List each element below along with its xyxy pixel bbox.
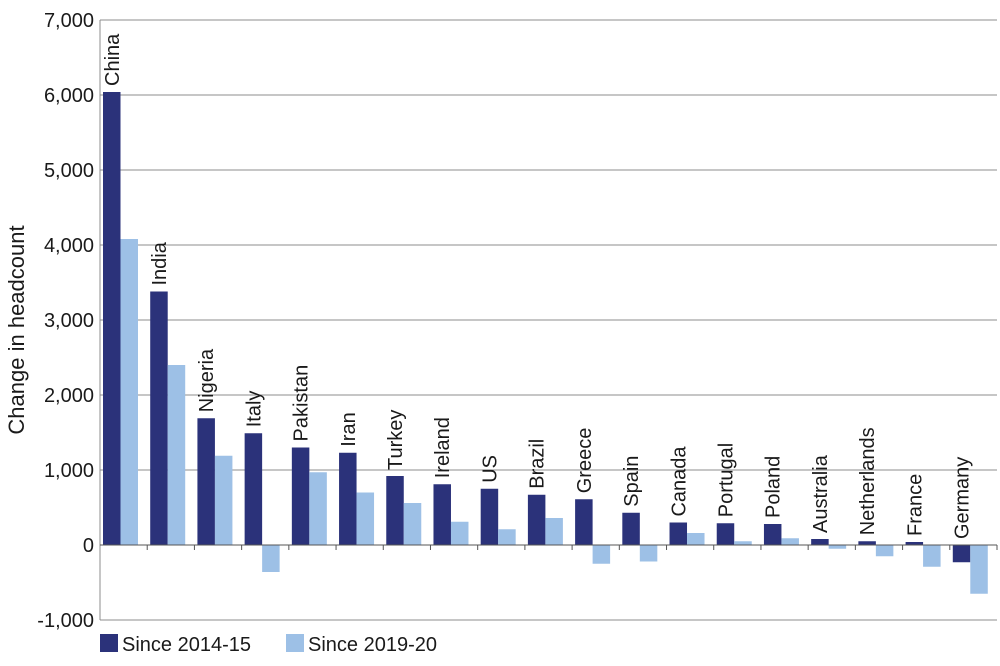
bar-since-2019-20-spain	[639, 545, 658, 562]
bar-since-2019-20-poland	[781, 538, 799, 545]
bar-since-2014-15-us	[480, 488, 499, 545]
category-label: Brazil	[527, 439, 549, 489]
category-label: Greece	[574, 428, 596, 494]
legend-swatch	[286, 634, 304, 652]
category-labels: China India Nigeria Italy Pakistan Iran Turkey…	[102, 33, 974, 539]
category-label: France	[904, 474, 926, 536]
bar-since-2014-15-india	[150, 291, 168, 545]
y-tick-label: 3,000	[44, 310, 94, 332]
legend-label: Since 2014-15	[122, 634, 251, 656]
category-label: Netherlands	[857, 427, 879, 535]
bar-since-2014-15-iran	[339, 452, 357, 545]
bar-since-2019-20-greece	[592, 545, 611, 564]
bar-since-2019-20-netherlands	[875, 545, 894, 557]
y-tick-label: 7,000	[44, 10, 94, 32]
category-label: Italy	[243, 391, 265, 428]
bars	[103, 92, 988, 594]
legend-label: Since 2019-20	[308, 634, 437, 656]
bar-since-2019-20-us	[498, 529, 516, 545]
category-label: India	[149, 241, 171, 285]
bar-since-2019-20-portugal	[734, 541, 752, 545]
category-label: Germany	[952, 457, 974, 539]
bar-since-2014-15-nigeria	[197, 418, 215, 545]
category-label: China	[102, 33, 124, 86]
category-label: Australia	[810, 454, 832, 533]
bar-since-2019-20-australia	[828, 545, 847, 549]
category-label: Pakistan	[291, 365, 313, 442]
bar-since-2019-20-france	[923, 545, 941, 567]
category-label: Ireland	[432, 417, 454, 478]
y-axis-title: Change in headcount	[4, 225, 29, 434]
bar-since-2014-15-turkey	[386, 476, 404, 545]
legend: Since 2014-15 Since 2019-20	[100, 634, 437, 656]
bar-since-2014-15-china	[103, 92, 121, 545]
category-label: Canada	[668, 446, 690, 517]
bar-since-2014-15-australia	[811, 539, 829, 545]
y-tick-label: 2,000	[44, 385, 94, 407]
y-tick-label: 5,000	[44, 160, 94, 182]
category-label: Nigeria	[196, 348, 218, 412]
category-label: Turkey	[385, 410, 407, 470]
bar-since-2019-20-turkey	[403, 503, 422, 545]
bar-since-2014-15-italy	[244, 433, 263, 545]
y-tick-label: 4,000	[44, 235, 94, 257]
bar-since-2014-15-poland	[763, 524, 782, 545]
category-label: Iran	[338, 412, 360, 446]
y-tick-label: 6,000	[44, 85, 94, 107]
y-tick-label: 0	[83, 535, 94, 557]
bar-since-2019-20-germany	[970, 545, 988, 594]
bar-since-2019-20-india	[167, 365, 186, 545]
y-tick-labels: -1,000 0 1,000 2,000 3,000 4,000 5,000 6,000 7,0…	[37, 10, 94, 632]
y-tick-label: 1,000	[44, 460, 94, 482]
bar-since-2019-20-pakistan	[309, 472, 327, 545]
bar-since-2014-15-portugal	[716, 523, 735, 545]
bar-since-2014-15-pakistan	[291, 447, 310, 545]
bar-since-2014-15-greece	[575, 499, 593, 545]
bar-since-2014-15-netherlands	[858, 541, 876, 545]
bar-since-2019-20-iran	[356, 492, 375, 545]
bar-since-2019-20-italy	[262, 545, 280, 572]
bar-since-2014-15-france	[905, 542, 924, 545]
bar-since-2019-20-china	[120, 239, 138, 545]
bar-since-2019-20-ireland	[450, 521, 469, 545]
legend-swatch	[100, 634, 118, 652]
category-label: Poland	[763, 456, 785, 518]
bar-since-2014-15-spain	[622, 512, 640, 545]
bar-since-2014-15-canada	[669, 522, 688, 545]
axes	[99, 20, 998, 620]
category-label: US	[479, 455, 501, 483]
bar-since-2014-15-brazil	[527, 494, 546, 545]
y-tick-label: -1,000	[37, 610, 94, 632]
bar-since-2019-20-brazil	[545, 518, 563, 545]
bar-since-2019-20-canada	[687, 533, 705, 545]
category-label: Spain	[621, 456, 643, 507]
bar-since-2019-20-nigeria	[214, 455, 233, 545]
bar-since-2014-15-ireland	[433, 484, 451, 545]
category-label: Portugal	[715, 443, 737, 518]
bar-since-2014-15-germany	[952, 545, 971, 563]
